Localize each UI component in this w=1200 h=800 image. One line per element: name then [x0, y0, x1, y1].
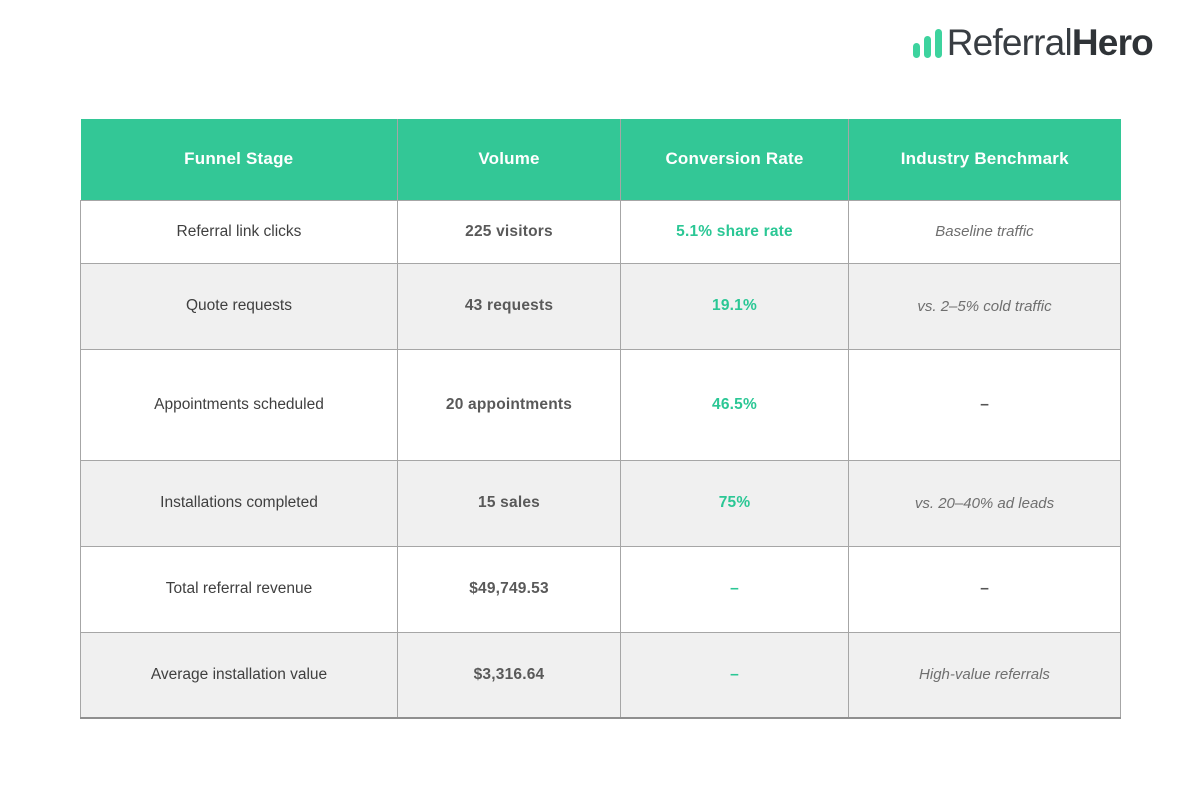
volume-cell: $3,316.64 [397, 631, 621, 719]
volume-cell: 43 requests [397, 262, 621, 350]
funnel-stage-cell: Total referral revenue [80, 545, 398, 633]
conversion-rate-cell: – [620, 631, 849, 719]
conversion-rate-cell: 75% [620, 459, 849, 547]
table-row: Referral link clicks 225 visitors 5.1% s… [80, 199, 1121, 264]
volume-cell: $49,749.53 [397, 545, 621, 633]
conversion-rate-cell: 46.5% [620, 348, 849, 461]
table-row: Installations completed 15 sales 75% vs.… [80, 459, 1121, 547]
brand-name: ReferralHero [946, 22, 1154, 65]
brand-name-regular: Referral [946, 22, 1073, 63]
funnel-stage-cell: Installations completed [80, 459, 398, 547]
funnel-stage-cell: Appointments scheduled [80, 348, 398, 461]
table-header-row: Funnel Stage Volume Conversion Rate Indu… [80, 119, 1121, 201]
volume-cell: 225 visitors [397, 199, 621, 264]
table-row: Average installation value $3,316.64 – H… [80, 631, 1121, 719]
brand-name-bold: Hero [1071, 22, 1154, 63]
benchmark-cell: Baseline traffic [848, 199, 1121, 264]
funnel-stage-cell: Quote requests [80, 262, 398, 350]
benchmark-cell: High-value referrals [848, 631, 1121, 719]
benchmark-cell: vs. 2–5% cold traffic [848, 262, 1121, 350]
column-header-funnel-stage: Funnel Stage [80, 119, 398, 201]
table-row: Appointments scheduled 20 appointments 4… [80, 348, 1121, 461]
benchmark-cell: vs. 20–40% ad leads [848, 459, 1121, 547]
funnel-stage-cell: Average installation value [80, 631, 398, 719]
table-row: Total referral revenue $49,749.53 – – [80, 545, 1121, 633]
volume-cell: 20 appointments [397, 348, 621, 461]
column-header-conversion-rate: Conversion Rate [620, 119, 849, 201]
benchmark-cell: – [848, 348, 1121, 461]
volume-cell: 15 sales [397, 459, 621, 547]
column-header-industry-benchmark: Industry Benchmark [848, 119, 1121, 201]
conversion-rate-cell: – [620, 545, 849, 633]
conversion-rate-cell: 19.1% [620, 262, 849, 350]
funnel-stage-cell: Referral link clicks [80, 199, 398, 264]
column-header-volume: Volume [397, 119, 621, 201]
conversion-rate-cell: 5.1% share rate [620, 199, 849, 264]
brand-logo: ReferralHero [912, 22, 1154, 65]
benchmark-cell: – [848, 545, 1121, 633]
funnel-metrics-table: Funnel Stage Volume Conversion Rate Indu… [80, 119, 1121, 719]
table-row: Quote requests 43 requests 19.1% vs. 2–5… [80, 262, 1121, 350]
bar-chart-icon [912, 28, 942, 58]
